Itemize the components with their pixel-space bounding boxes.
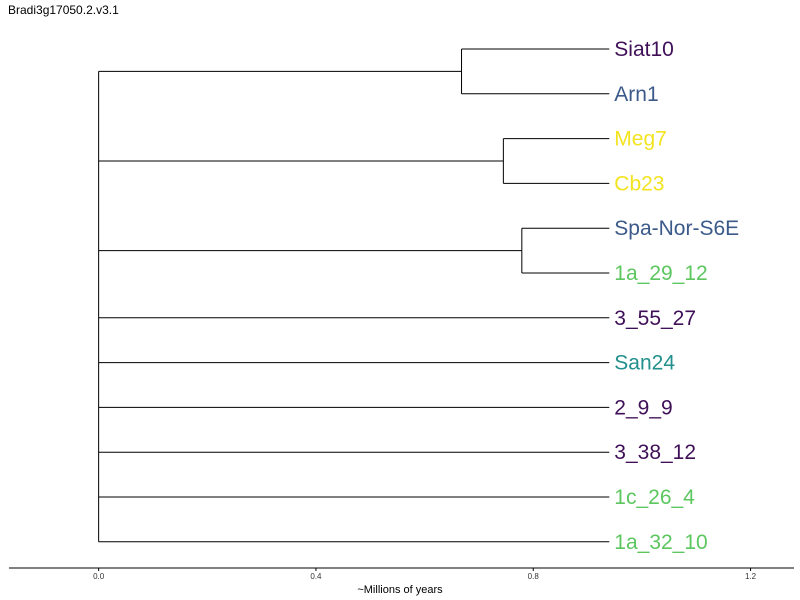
x-tick-label: 1.2 xyxy=(745,572,757,581)
tip-label: Cb23 xyxy=(614,172,664,195)
tip-label: 2_9_9 xyxy=(614,396,672,419)
branches xyxy=(98,48,610,543)
x-axis-label: ~Millions of years xyxy=(357,584,443,596)
tip-label: 1a_29_12 xyxy=(614,262,707,285)
tip-label: Siat10 xyxy=(614,38,674,61)
chart-title: Bradi3g17050.2.v3.1 xyxy=(8,3,119,17)
tip-label: San24 xyxy=(614,352,675,375)
x-tick-label: 0.8 xyxy=(528,572,540,581)
tip-label: Meg7 xyxy=(614,128,667,151)
tip-label: Spa-Nor-S6E xyxy=(614,217,739,240)
x-tick-label: 0.0 xyxy=(93,572,105,581)
tip-labels: Siat10 Arn1 Meg7 Cb23 Spa-Nor-S6E 1a_29_12 3_5… xyxy=(614,38,739,554)
tip-label: Arn1 xyxy=(614,83,658,106)
x-axis: 0.0 0.4 0.8 1.2 ~Millions of years xyxy=(9,567,794,596)
tip-label: 3_55_27 xyxy=(614,307,696,330)
tip-label: 1c_26_4 xyxy=(614,486,695,509)
x-tick-label: 0.4 xyxy=(310,572,322,581)
tip-label: 1a_32_10 xyxy=(614,531,707,554)
tip-label: 3_38_12 xyxy=(614,441,696,464)
